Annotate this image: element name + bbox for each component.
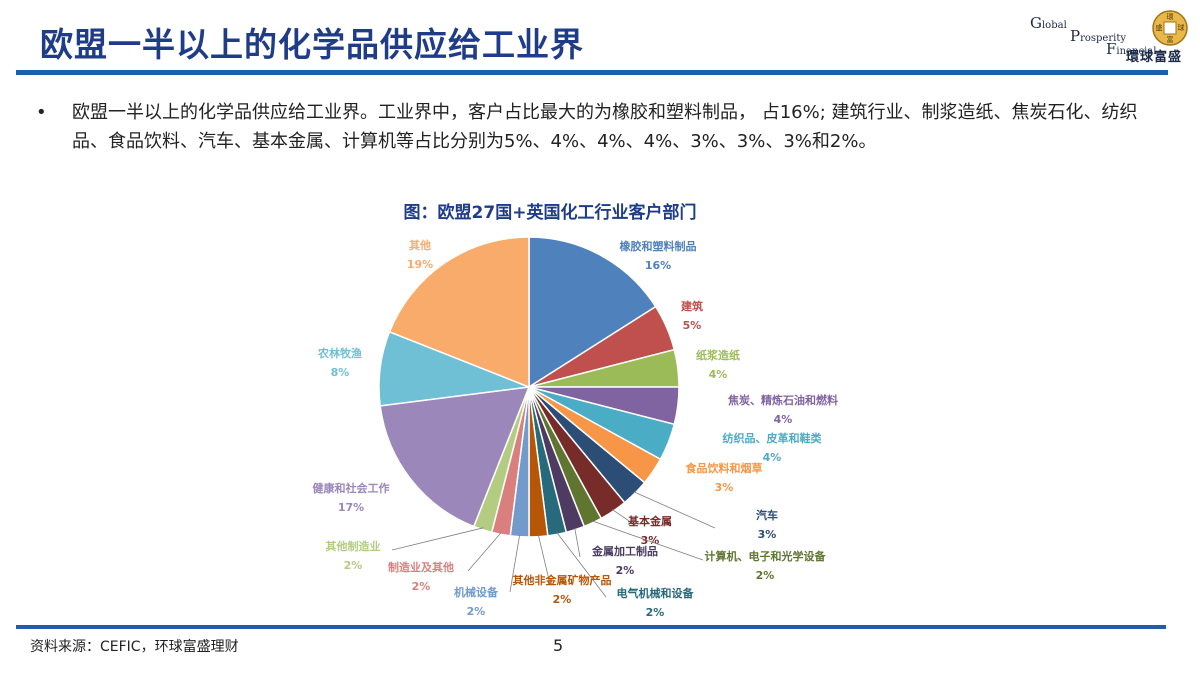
slice-label: 建筑 (681, 299, 703, 313)
slice-label: 焦炭、精炼石油和燃料 (727, 393, 838, 407)
slice-value: 2% (344, 559, 363, 572)
leader-line (633, 491, 716, 529)
slice-label: 金属加工制品 (591, 544, 658, 558)
logo-wordmark: Global Prosperity Financial (1030, 14, 1157, 58)
slice-value: 3% (758, 528, 777, 541)
slice-value: 17% (338, 501, 364, 514)
slice-value: 2% (412, 580, 431, 593)
slice-label: 纺织品、皮革和鞋类 (723, 431, 823, 445)
slice-label: 计算机、电子和光学设备 (705, 549, 827, 563)
leader-line (556, 532, 607, 598)
slice-value: 2% (553, 593, 572, 606)
slice-label: 食品饮料和烟草 (686, 461, 763, 475)
slice-label: 制造业及其他 (388, 560, 454, 574)
page-title: 欧盟一半以上的化学品供应给工业界 (40, 25, 584, 64)
source-note: 资料来源：CEFIC，环球富盛理财 (30, 639, 239, 655)
slice-label: 其他 (409, 238, 431, 252)
leader-line (611, 509, 636, 526)
slice-value: 4% (774, 413, 793, 426)
svg-text:富: 富 (1167, 35, 1174, 44)
svg-text:球: 球 (1178, 23, 1185, 32)
coin-logo-icon: 環 球 富 盛 (1152, 10, 1188, 46)
slice-label: 基本金属 (627, 514, 672, 528)
leader-line (591, 520, 704, 561)
slice-label: 电气机械和设备 (617, 586, 695, 600)
svg-text:盛: 盛 (1156, 23, 1163, 32)
slice-value: 3% (715, 481, 734, 494)
leader-line (574, 527, 581, 558)
pie-slice (388, 236, 530, 389)
company-logo: Global Prosperity Financial 環 球 富 盛 環球富盛 (1028, 8, 1196, 66)
slice-label: 其他制造业 (326, 539, 381, 553)
slice-label: 农林牧渔 (317, 346, 362, 360)
slice-value: 4% (709, 368, 728, 381)
bullet-marker: • (36, 102, 47, 123)
footer-divider (16, 625, 1166, 629)
slice-label: 机械设备 (454, 585, 499, 599)
svg-text:環: 環 (1167, 13, 1174, 21)
chart-title: 图：欧盟27国+英国化工行业客户部门 (403, 203, 697, 223)
slice-label: 健康和社会工作 (313, 481, 390, 495)
leader-line (467, 532, 502, 572)
slice-value: 3% (641, 534, 660, 547)
leader-line (391, 527, 484, 551)
leader-line (509, 534, 521, 593)
slice-label: 橡胶和塑料制品 (620, 239, 697, 253)
pie-slice (528, 236, 657, 389)
page-number: 5 (553, 636, 564, 655)
slice-value: 19% (407, 258, 433, 271)
pie-slice (379, 386, 531, 528)
logo-chinese-name: 環球富盛 (1126, 50, 1183, 65)
summary-text: 欧盟一半以上的化学品供应给工业界。工业界中，客户占比最大的为橡胶和塑料制品， 占… (72, 102, 1138, 152)
leader-line (537, 534, 551, 585)
slice-value: 16% (645, 259, 671, 272)
slice-label: 其他非金属矿物产品 (513, 573, 612, 587)
slice-value: 5% (683, 319, 702, 332)
slice-label: 纸浆造纸 (696, 348, 740, 362)
slice-value: 2% (467, 605, 486, 618)
slice-value: 2% (646, 606, 665, 619)
slice-label: 汽车 (756, 508, 778, 522)
slice-value: 8% (331, 366, 350, 379)
header-divider (16, 70, 1168, 75)
slice-value: 2% (756, 569, 775, 582)
slice-value: 2% (616, 564, 635, 577)
slice-value: 4% (763, 451, 782, 464)
